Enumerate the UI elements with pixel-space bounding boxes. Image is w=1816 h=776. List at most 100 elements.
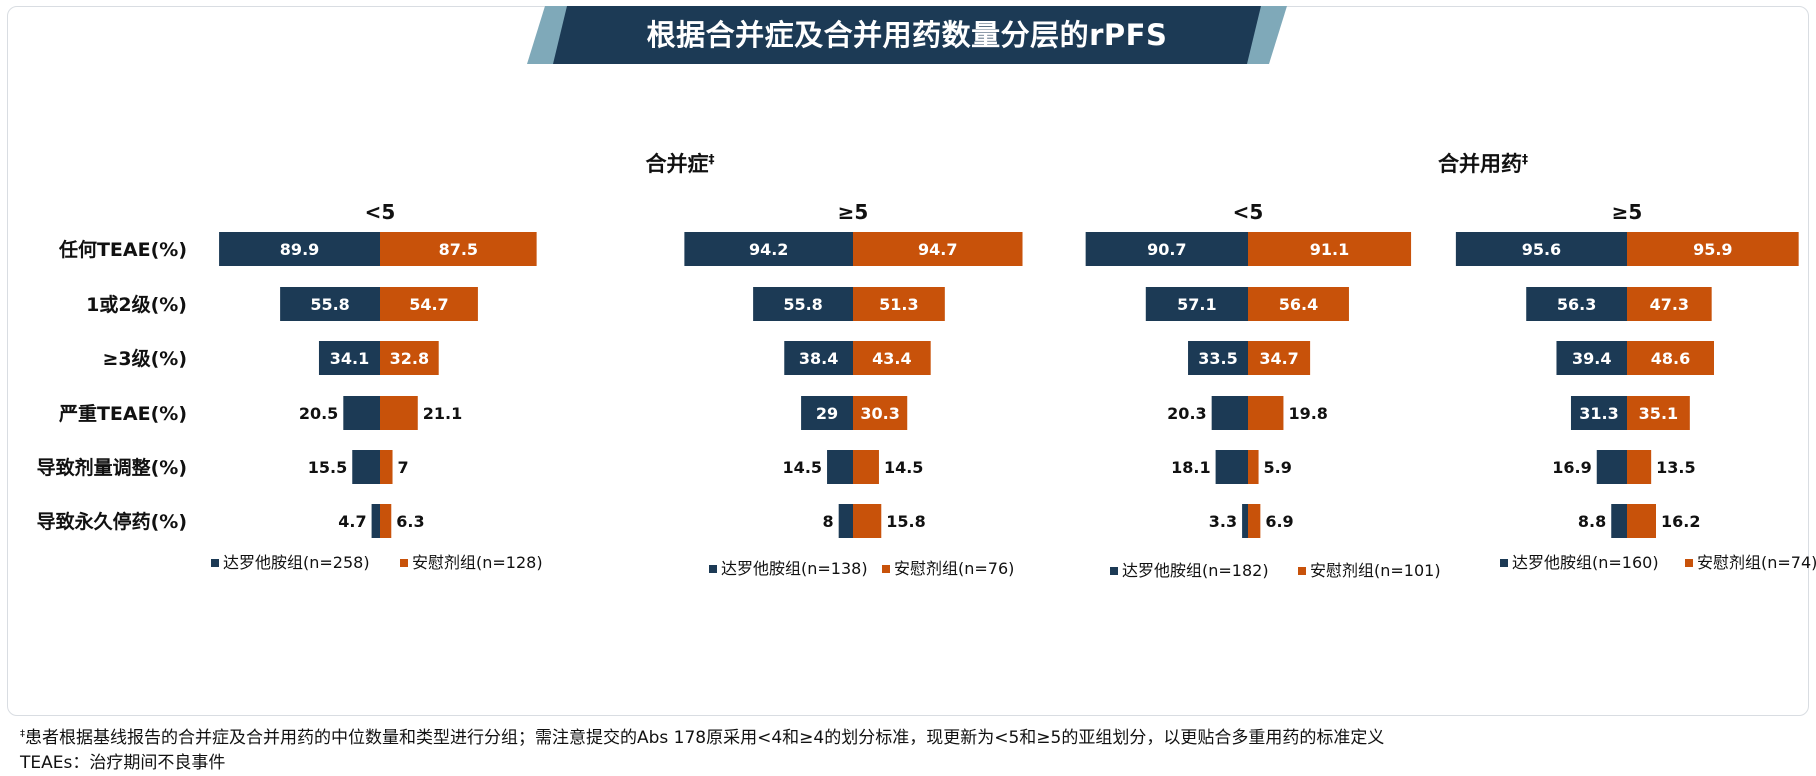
value-label-right: 95.9 [1693, 240, 1732, 259]
legend-swatch-dark [211, 559, 219, 567]
value-label-right: 7 [398, 458, 409, 477]
value-label-left: 20.3 [1167, 404, 1206, 423]
bar-right [380, 232, 537, 266]
bar-left [1242, 504, 1248, 538]
value-label-right: 30.3 [860, 404, 899, 423]
bar-right [853, 287, 945, 321]
bar-right [853, 450, 879, 484]
legend-label-dark: 达罗他胺组(n=258) [223, 553, 370, 572]
footnote-mark: ‡ [20, 728, 25, 740]
value-label-left: 95.6 [1522, 240, 1561, 259]
title-banner-core [553, 6, 1261, 64]
bar-left [1596, 450, 1627, 484]
page-title: 根据合并症及合并用药数量分层的rPFS [646, 18, 1168, 52]
footnote-text: 患者根据基线报告的合并症及合并用药的中位数量和类型进行分组；需注意提交的Abs … [25, 728, 1385, 748]
value-label-left: 8.8 [1578, 512, 1606, 531]
value-label-left: 18.1 [1171, 458, 1210, 477]
value-label-right: 56.4 [1279, 295, 1318, 314]
bar-right [1248, 287, 1349, 321]
value-label-right: 51.3 [879, 295, 918, 314]
value-label-left: 56.3 [1557, 295, 1596, 314]
bar-right [1248, 504, 1261, 538]
value-label-right: 34.7 [1259, 349, 1298, 368]
legend-label-orange: 安慰剂组(n=101) [1310, 561, 1441, 580]
bar-left [343, 396, 380, 430]
bar-right [380, 504, 392, 538]
value-label-right: 91.1 [1310, 240, 1349, 259]
value-label-right: 48.6 [1651, 349, 1690, 368]
panel-subtitle: ≥5 [1612, 200, 1643, 224]
value-label-left: 90.7 [1147, 240, 1186, 259]
value-label-right: 14.5 [884, 458, 923, 477]
group-title-comedication: 合并用药‡ [1333, 148, 1633, 178]
bar-left [352, 450, 380, 484]
value-label-left: 55.8 [783, 295, 822, 314]
value-label-right: 5.9 [1264, 458, 1292, 477]
bar-right [380, 287, 478, 321]
value-label-right: 32.8 [390, 349, 429, 368]
value-label-right: 54.7 [409, 295, 448, 314]
bar-left [318, 341, 380, 375]
footnote-2: TEAEs：治疗期间不良事件 [20, 748, 225, 773]
bar-right [1627, 396, 1690, 430]
bar-right [1627, 341, 1714, 375]
value-label-right: 6.9 [1265, 512, 1293, 531]
bar-left [1455, 232, 1627, 266]
bar-right [853, 396, 908, 430]
legend-swatch-orange [882, 565, 890, 573]
value-label-left: 31.3 [1579, 404, 1618, 423]
category-label: 任何TEAE(%) [58, 238, 187, 261]
legend-swatch-orange [1685, 559, 1693, 567]
value-label-left: 29 [816, 404, 838, 423]
value-label-left: 38.4 [799, 349, 838, 368]
value-label-right: 6.3 [396, 512, 424, 531]
bar-left [280, 287, 380, 321]
bar-left [1085, 232, 1248, 266]
bar-left [219, 232, 380, 266]
legend-swatch-dark [1500, 559, 1508, 567]
panel-subtitle: <5 [1233, 200, 1264, 224]
legend-label-dark: 达罗他胺组(n=138) [721, 559, 868, 578]
bar-left [838, 504, 853, 538]
value-label-right: 13.5 [1656, 458, 1695, 477]
legend-label-dark: 达罗他胺组(n=160) [1512, 553, 1659, 572]
bar-right [1627, 287, 1712, 321]
bar-left [1188, 341, 1248, 375]
bar-right [1627, 504, 1656, 538]
bar-right [1248, 341, 1311, 375]
value-label-left: 33.5 [1198, 349, 1237, 368]
bar-left [684, 232, 853, 266]
bar-right [853, 504, 882, 538]
legend-label-orange: 安慰剂组(n=128) [412, 553, 543, 572]
legend-swatch-orange [1298, 567, 1306, 575]
legend-label-orange: 安慰剂组(n=74) [1697, 553, 1816, 572]
value-label-right: 15.8 [886, 512, 925, 531]
bar-right [380, 396, 418, 430]
bar-right [1248, 396, 1284, 430]
group-title-text: 合并症 [645, 152, 709, 176]
value-label-right: 87.5 [439, 240, 478, 259]
value-label-left: 55.8 [310, 295, 349, 314]
bar-left [784, 341, 853, 375]
value-label-left: 4.7 [338, 512, 366, 531]
category-label: ≥3级(%) [102, 347, 187, 370]
footnote-1: ‡患者根据基线报告的合并症及合并用药的中位数量和类型进行分组；需注意提交的Abs… [20, 723, 1384, 748]
legend-swatch-dark [709, 565, 717, 573]
value-label-left: 20.5 [299, 404, 338, 423]
value-label-left: 94.2 [749, 240, 788, 259]
value-label-right: 21.1 [423, 404, 462, 423]
value-label-right: 94.7 [918, 240, 957, 259]
panel-subtitle: ≥5 [838, 200, 869, 224]
bar-left [1211, 396, 1248, 430]
value-label-left: 3.3 [1209, 512, 1237, 531]
title-banner: 根据合并症及合并用药数量分层的rPFS [527, 6, 1287, 64]
bar-left [371, 504, 380, 538]
value-label-right: 19.8 [1288, 404, 1327, 423]
category-label: 导致永久停药(%) [37, 510, 187, 533]
value-label-right: 43.4 [872, 349, 911, 368]
category-label: 导致剂量调整(%) [37, 456, 187, 479]
bar-left [827, 450, 853, 484]
value-label-left: 15.5 [308, 458, 347, 477]
bar-right [380, 450, 393, 484]
value-label-left: 16.9 [1552, 458, 1591, 477]
